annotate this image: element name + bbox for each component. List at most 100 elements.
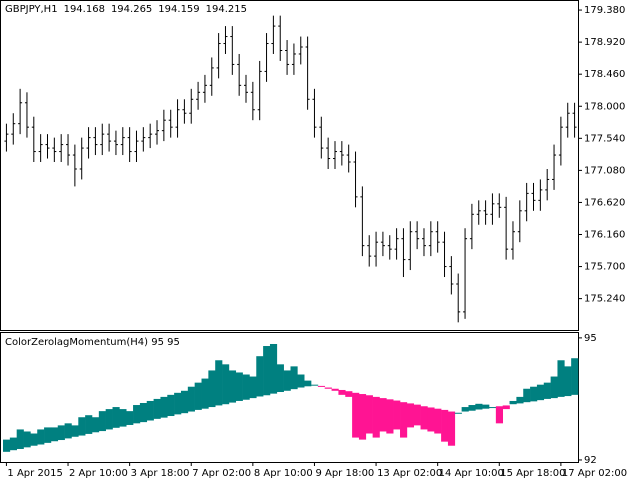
price-panel bbox=[0, 0, 579, 331]
momentum-bar bbox=[133, 405, 141, 424]
momentum-bar bbox=[406, 403, 415, 428]
momentum-bar bbox=[222, 364, 230, 405]
quote-value: 194.265 bbox=[111, 4, 152, 15]
momentum-bar bbox=[516, 396, 524, 404]
momentum-bar bbox=[167, 394, 175, 417]
momentum-bar bbox=[482, 404, 490, 409]
momentum-bar bbox=[235, 372, 243, 401]
symbol: GBPJPY,H1 bbox=[5, 4, 58, 15]
x-tick-label: 14 Apr 10:00 bbox=[439, 468, 504, 479]
momentum-bar bbox=[386, 399, 394, 434]
y-tick-label: 178.460 bbox=[584, 69, 625, 80]
momentum-bar bbox=[71, 425, 79, 437]
momentum-bar bbox=[98, 411, 106, 432]
momentum-bar bbox=[187, 386, 195, 412]
momentum-bar bbox=[502, 405, 510, 410]
momentum-bar bbox=[338, 389, 346, 395]
momentum-bar bbox=[16, 429, 24, 449]
momentum-bar bbox=[393, 400, 401, 430]
momentum-bar bbox=[194, 382, 202, 410]
momentum-bar bbox=[447, 411, 456, 446]
momentum-bar bbox=[304, 380, 312, 387]
quote-value: 194.168 bbox=[64, 4, 105, 15]
momentum-bar bbox=[543, 382, 551, 399]
momentum-bar bbox=[139, 402, 148, 423]
momentum-bar bbox=[126, 411, 134, 425]
momentum-bar bbox=[85, 415, 93, 434]
momentum-bar bbox=[379, 398, 387, 432]
y-tick-label: 175.700 bbox=[584, 262, 625, 273]
momentum-bar bbox=[434, 408, 442, 434]
y-tick-label: 176.160 bbox=[584, 230, 625, 241]
momentum-bar bbox=[331, 388, 339, 391]
momentum-bar bbox=[475, 403, 483, 410]
x-tick-label: 9 Apr 18:00 bbox=[315, 468, 374, 479]
momentum-bar bbox=[557, 360, 565, 397]
momentum-bar bbox=[44, 427, 52, 443]
momentum-bar bbox=[160, 396, 168, 418]
momentum-bar bbox=[372, 396, 380, 438]
momentum-bar bbox=[358, 394, 367, 440]
momentum-bar bbox=[297, 374, 305, 388]
x-tick-label: 8 Apr 10:00 bbox=[254, 468, 313, 479]
momentum-bar bbox=[153, 398, 161, 419]
momentum-bar bbox=[146, 400, 154, 421]
momentum-bar bbox=[30, 433, 38, 446]
momentum-bar bbox=[50, 427, 59, 442]
momentum-bar bbox=[283, 370, 291, 391]
momentum-bar bbox=[290, 366, 298, 390]
momentum-bar bbox=[441, 409, 449, 442]
y-tick-label: 92 bbox=[584, 455, 597, 466]
momentum-bar bbox=[242, 374, 250, 400]
momentum-bar bbox=[23, 431, 31, 448]
momentum-bar bbox=[509, 400, 517, 405]
y-tick-label: 175.240 bbox=[584, 294, 625, 305]
momentum-bar bbox=[215, 360, 223, 406]
momentum-bar bbox=[105, 409, 113, 430]
momentum-bar bbox=[64, 423, 72, 439]
momentum-bar bbox=[461, 407, 469, 412]
momentum-bar bbox=[269, 343, 278, 394]
momentum-bar bbox=[119, 409, 127, 427]
y-tick-label: 179.380 bbox=[584, 5, 625, 16]
x-tick-label: 13 Apr 02:00 bbox=[377, 468, 442, 479]
momentum-bar bbox=[311, 384, 319, 386]
momentum-bar bbox=[276, 364, 284, 393]
indicator-panel bbox=[0, 332, 579, 463]
momentum-bar bbox=[37, 429, 45, 445]
momentum-bar bbox=[468, 405, 476, 411]
momentum-bar bbox=[550, 376, 558, 399]
momentum-bar bbox=[489, 407, 497, 409]
momentum-bar bbox=[263, 346, 271, 396]
y-tick-label: 178.000 bbox=[584, 101, 625, 112]
x-tick-label: 7 Apr 02:00 bbox=[192, 468, 251, 479]
y-tick-label: 176.620 bbox=[584, 197, 625, 208]
momentum-bar bbox=[365, 395, 373, 434]
momentum-bar bbox=[112, 407, 120, 428]
momentum-bar bbox=[400, 402, 408, 438]
momentum-bar bbox=[3, 439, 11, 452]
momentum-bar bbox=[57, 425, 65, 441]
momentum-bar bbox=[180, 390, 189, 414]
momentum-bar bbox=[571, 358, 579, 395]
x-tick-label: 15 Apr 18:00 bbox=[500, 468, 565, 479]
momentum-bar bbox=[317, 385, 326, 387]
x-tick-label: 3 Apr 18:00 bbox=[131, 468, 190, 479]
momentum-bar bbox=[345, 391, 353, 397]
momentum-bar bbox=[536, 384, 545, 401]
momentum-bar bbox=[352, 392, 360, 438]
momentum-bar bbox=[495, 406, 504, 424]
y-tick-label: 177.080 bbox=[584, 165, 625, 176]
x-tick-label: 2 Apr 10:00 bbox=[69, 468, 128, 479]
momentum-bar bbox=[420, 406, 428, 430]
momentum-bar bbox=[201, 378, 209, 409]
momentum-bar bbox=[530, 386, 538, 402]
y-tick-label: 177.540 bbox=[584, 133, 625, 144]
y-tick-label: 95 bbox=[584, 333, 597, 344]
y-tick-label: 178.920 bbox=[584, 37, 625, 48]
momentum-bar bbox=[413, 404, 421, 426]
momentum-bar bbox=[454, 412, 462, 414]
x-tick-label: 1 Apr 2015 bbox=[7, 468, 62, 479]
momentum-bar bbox=[256, 356, 264, 397]
